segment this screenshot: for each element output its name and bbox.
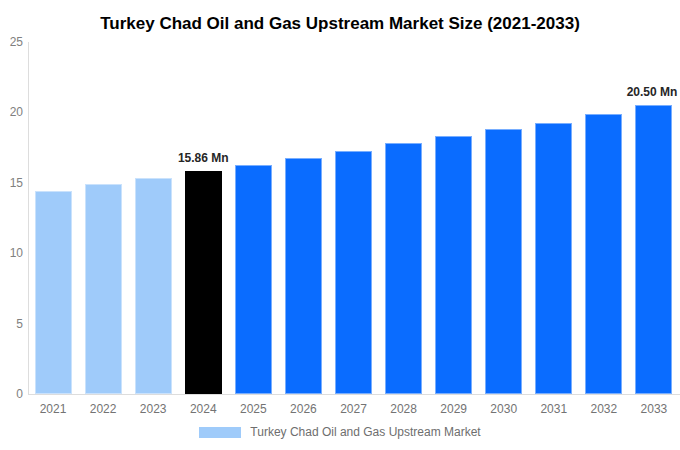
x-axis-label: 2022 — [78, 402, 128, 416]
bar-2033[interactable] — [635, 105, 672, 394]
bar-2028[interactable] — [385, 143, 422, 394]
bar-2022[interactable] — [85, 184, 122, 394]
x-axis-label: 2031 — [529, 402, 579, 416]
y-tick-label: 10 — [0, 246, 23, 260]
x-axis-label: 2023 — [128, 402, 178, 416]
x-axis-label: 2030 — [479, 402, 529, 416]
x-axis-label: 2032 — [579, 402, 629, 416]
legend-label: Turkey Chad Oil and Gas Upstream Market — [250, 425, 480, 439]
bar-2031[interactable] — [535, 123, 572, 394]
x-axis-label: 2033 — [629, 402, 679, 416]
chart-container: Turkey Chad Oil and Gas Upstream Market … — [0, 0, 680, 450]
y-tick-label: 5 — [0, 317, 23, 331]
chart-title: Turkey Chad Oil and Gas Upstream Market … — [0, 13, 680, 35]
x-axis-label: 2025 — [228, 402, 278, 416]
x-axis-label: 2024 — [178, 402, 228, 416]
bar-value-label-2033: 20.50 Mn — [627, 85, 678, 99]
bar-2021[interactable] — [35, 191, 72, 394]
bar-2029[interactable] — [435, 136, 472, 394]
bar-2032[interactable] — [585, 114, 622, 394]
x-axis-label: 2029 — [429, 402, 479, 416]
legend-item[interactable]: Turkey Chad Oil and Gas Upstream Market — [199, 425, 480, 439]
x-axis-label: 2027 — [329, 402, 379, 416]
x-axis-label: 2021 — [28, 402, 78, 416]
bar-2027[interactable] — [335, 151, 372, 394]
bar-2025[interactable] — [235, 165, 272, 394]
bar-2030[interactable] — [485, 129, 522, 394]
y-tick-label: 0 — [0, 387, 23, 401]
legend-swatch-icon — [199, 427, 241, 438]
bar-2023[interactable] — [135, 178, 172, 394]
y-tick-label: 25 — [0, 35, 23, 49]
y-tick-label: 20 — [0, 105, 23, 119]
legend: Turkey Chad Oil and Gas Upstream Market — [0, 425, 680, 439]
bar-value-label-2024: 15.86 Mn — [178, 151, 229, 165]
y-tick-label: 15 — [0, 176, 23, 190]
bar-2024[interactable] — [185, 171, 222, 394]
x-axis-label: 2026 — [278, 402, 328, 416]
x-axis-label: 2028 — [379, 402, 429, 416]
bar-2026[interactable] — [285, 158, 322, 394]
